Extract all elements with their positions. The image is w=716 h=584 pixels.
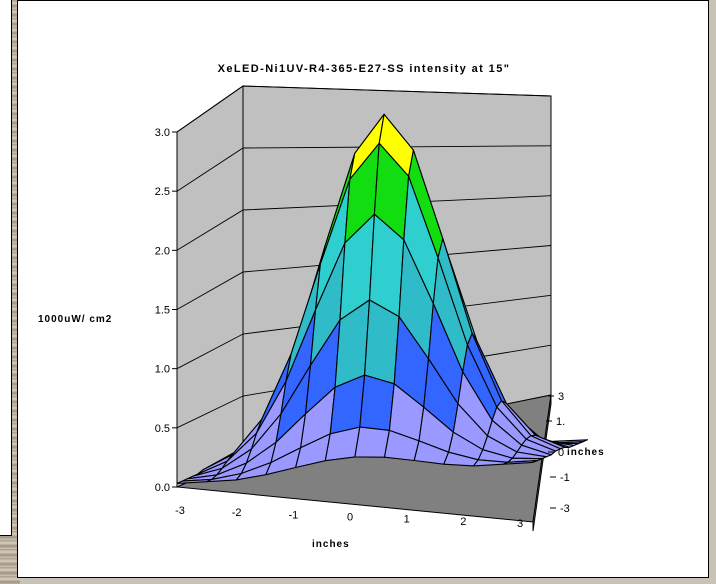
surface-cell	[502, 460, 538, 465]
depth-tick-label: -1	[560, 472, 570, 484]
depth-tick-label: 0	[558, 447, 564, 459]
z-tick-label: 0.5	[155, 423, 170, 435]
x-tick-label: -1	[288, 509, 298, 521]
z-tick-label: 2.5	[155, 186, 170, 198]
depth-tick-label: -3	[560, 503, 570, 515]
left-panel	[0, 0, 12, 536]
gridline	[176, 195, 552, 251]
surface-cell	[359, 374, 395, 431]
gridline	[176, 85, 552, 133]
depth-tick-label: 3	[558, 391, 564, 403]
depth-axis-label: inches	[567, 447, 605, 458]
x-tick-label: 0	[347, 512, 353, 524]
x-tick-label: -2	[232, 507, 242, 519]
x-tick-label: 2	[460, 516, 466, 528]
chart-title: XeLED-Ni1UV-R4-365-E27-SS intensity at 1…	[218, 63, 511, 75]
z-tick-label: 1.5	[155, 305, 170, 317]
gridline	[176, 145, 552, 192]
x-tick-label: 1	[404, 514, 410, 526]
surface-cell	[354, 426, 390, 458]
x-axis-label: inches	[312, 539, 350, 550]
x-tick-label: 3	[517, 518, 523, 530]
z-tick-label: 0.0	[155, 482, 170, 494]
z-tick-label: 1.0	[155, 364, 170, 376]
y-axis-label: 1000uW/ cm2	[38, 314, 112, 325]
x-tick-label: -3	[175, 505, 185, 517]
z-tick-label: 2.0	[155, 245, 170, 257]
depth-tick-label: 1.	[556, 416, 565, 428]
floor-edge	[532, 394, 552, 532]
side-wall	[176, 85, 244, 488]
z-tick-label: 3.0	[155, 127, 170, 139]
